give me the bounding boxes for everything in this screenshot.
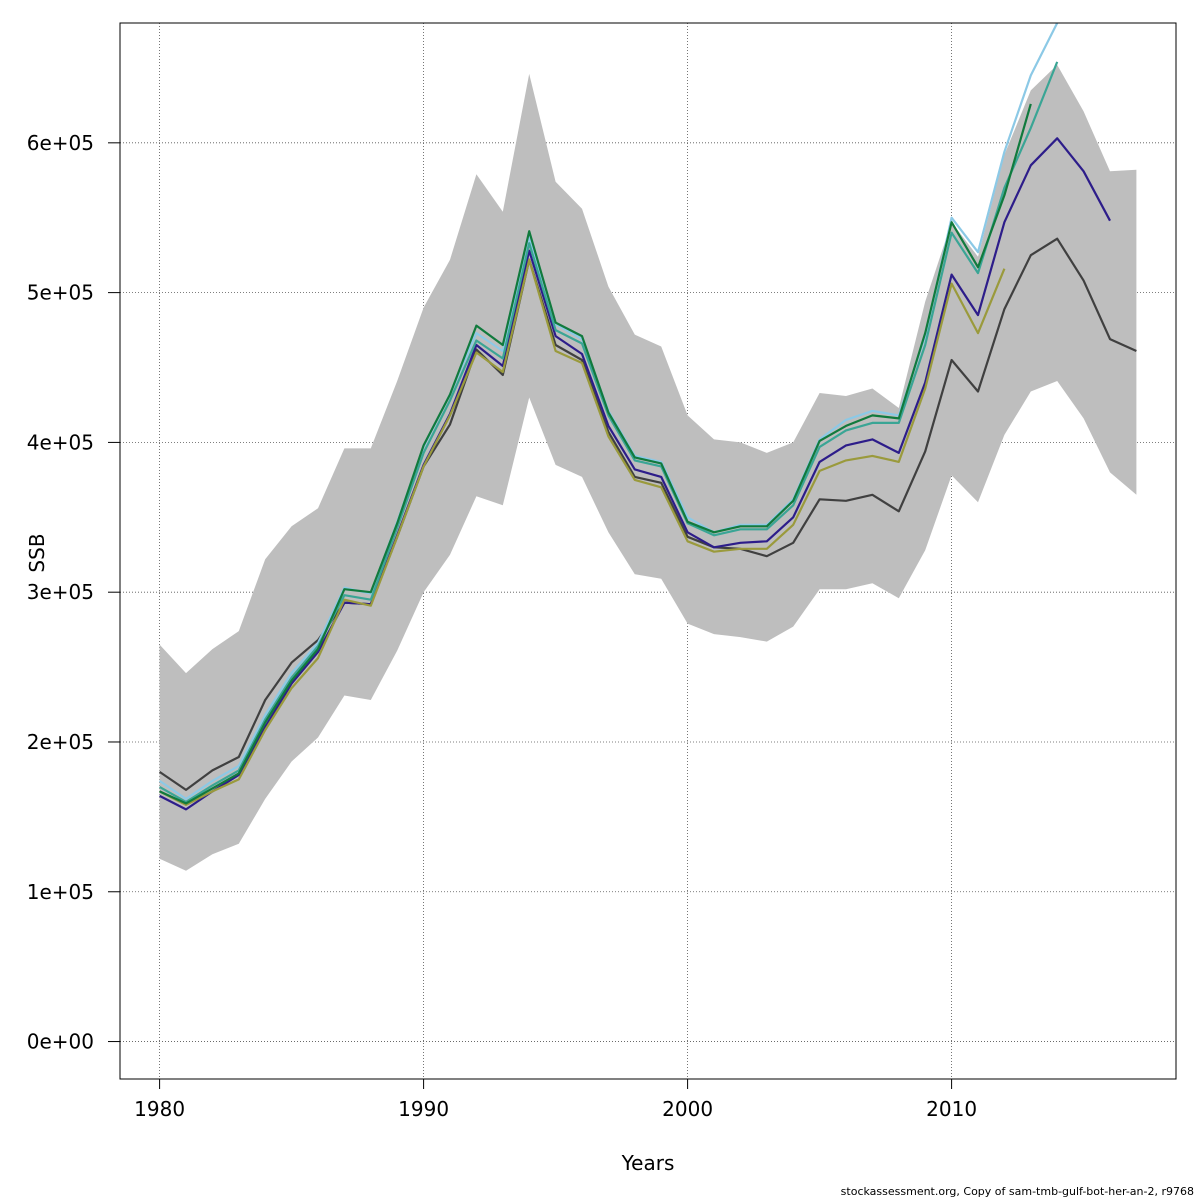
confidence-band bbox=[159, 64, 1137, 871]
y-tick-label: 3e+05 bbox=[27, 580, 94, 604]
y-tick-label: 0e+00 bbox=[27, 1030, 94, 1054]
series-line-peel-1 bbox=[159, 137, 1111, 811]
series-line-peel-5 bbox=[159, 103, 1032, 805]
y-tick-label: 2e+05 bbox=[27, 730, 94, 754]
x-tick-label: 1990 bbox=[398, 1097, 449, 1121]
y-tick-label: 1e+05 bbox=[27, 880, 94, 904]
y-tick-label: 4e+05 bbox=[27, 430, 94, 454]
y-tick-label: 5e+05 bbox=[27, 281, 94, 305]
plot-frame bbox=[119, 22, 1177, 1080]
y-tick-label: 6e+05 bbox=[27, 131, 94, 155]
x-tick-label: 2010 bbox=[926, 1097, 977, 1121]
confidence-band-layer bbox=[159, 64, 1137, 871]
series-line-peel-4 bbox=[159, 61, 1059, 803]
axes: 1980 1990 2000 2010 0e+00 1e+05 2e+05 3e+05 4e+0… bbox=[27, 131, 977, 1121]
x-tick-label: 2000 bbox=[662, 1097, 713, 1121]
y-axis-title: SSB bbox=[25, 533, 49, 572]
x-tick-label: 1980 bbox=[134, 1097, 185, 1121]
series-line-peel-2 bbox=[159, 258, 1006, 806]
footer-credit: stockassessment.org, Copy of sam-tmb-gul… bbox=[841, 1185, 1194, 1198]
series-layer bbox=[158, 22, 1137, 811]
x-axis-title: Years bbox=[621, 1151, 675, 1175]
